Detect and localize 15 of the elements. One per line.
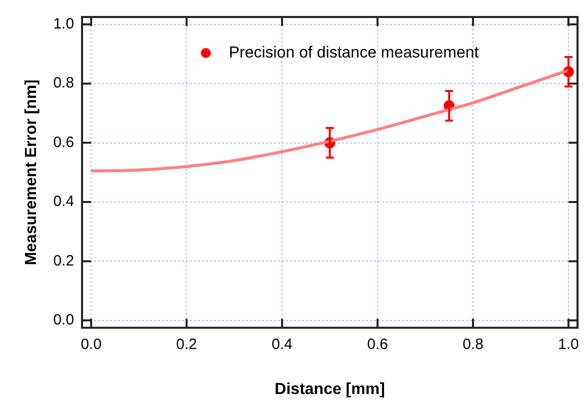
y-tick-label: 1.0 [53,16,74,33]
y-tick-label: 0.4 [53,193,74,210]
x-axis-title: Distance [mm] [274,380,385,398]
y-tick-label: 0.2 [53,252,74,270]
x-tick-label: 0.0 [80,336,102,353]
x-tick-label: 0.4 [272,336,292,353]
x-tick-label: 0.6 [367,336,388,353]
y-tick-label: 0.6 [53,134,74,151]
y-axis-title: Measurement Error [nm] [23,79,40,266]
y-tick-label: 0.0 [53,312,74,329]
legend-label: Precision of distance measurement [228,44,480,62]
x-tick-label: 1.0 [558,336,579,353]
y-tick-label: 0.8 [53,74,74,92]
x-tick-label: 0.2 [176,336,198,353]
x-tick-label: 0.8 [462,336,484,353]
